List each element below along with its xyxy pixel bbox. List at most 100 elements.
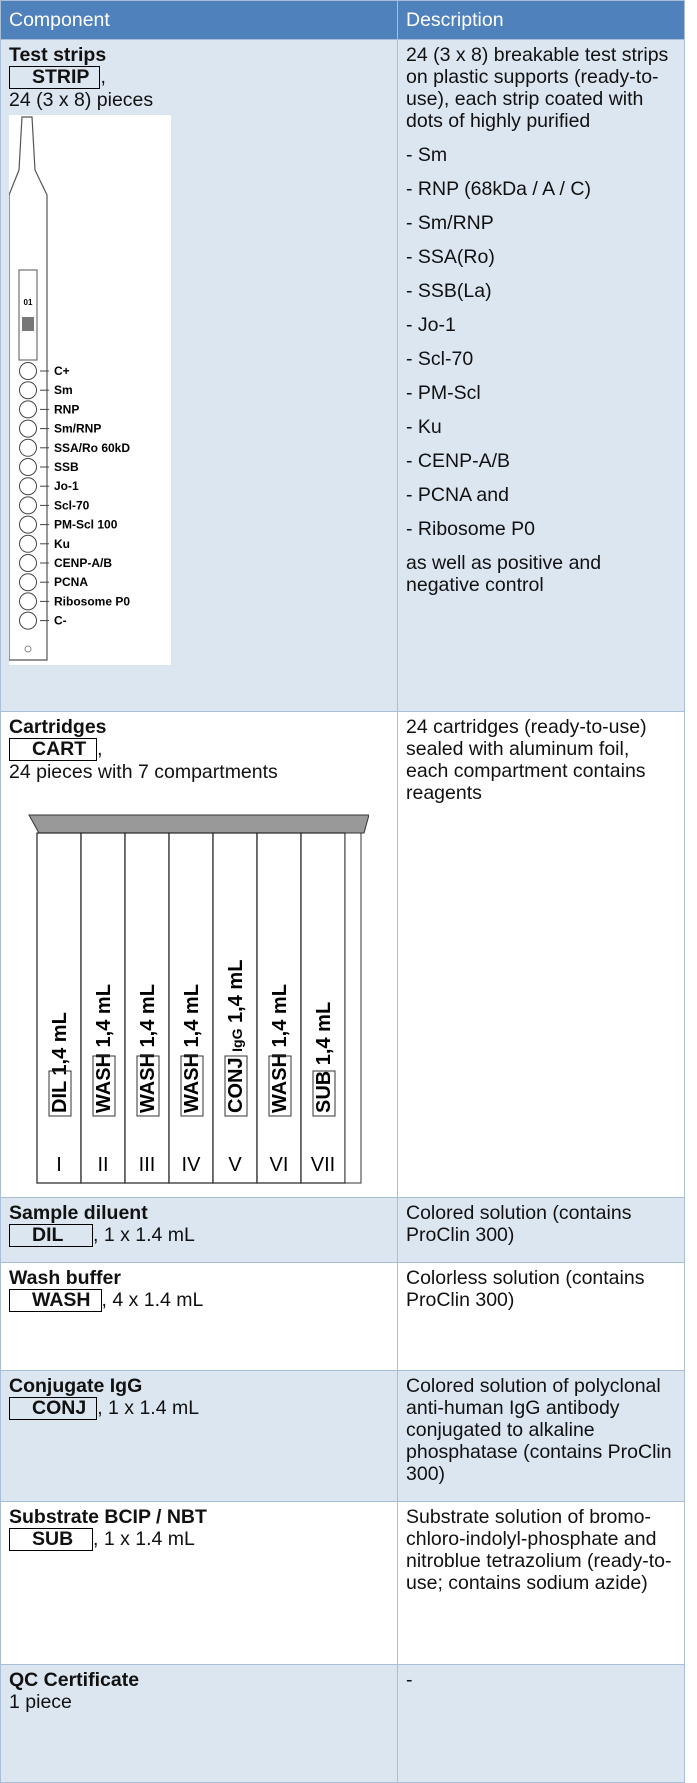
component-title: Test strips xyxy=(9,44,107,66)
dot xyxy=(19,458,37,476)
table-body: Test strips STRIP, 24 (3 x 8) pieces 01 C+ Sm… xyxy=(0,39,685,1783)
code-suffix: , 1 x 1.4 mL xyxy=(97,1397,200,1419)
code-line: DIL, 1 x 1.4 mL xyxy=(9,1224,389,1247)
compartment-volume: 1,4 mL xyxy=(269,984,291,1047)
description-line: Colored solution (contains ProClin 300) xyxy=(406,1202,632,1246)
compartment xyxy=(36,832,82,1184)
dot xyxy=(19,477,37,496)
dot xyxy=(19,554,37,572)
component-title: Cartridges xyxy=(9,716,107,738)
compartment-label: WASH 1,4 mL xyxy=(268,984,292,1117)
label-area xyxy=(18,269,38,361)
description-cell: Colored solution (contains ProClin 300) xyxy=(397,1197,685,1263)
dot-label: Ku xyxy=(54,537,70,551)
table-row: Sample diluent DIL, 1 x 1.4 mL Colored sol… xyxy=(0,1197,685,1263)
compartment xyxy=(300,832,346,1184)
compartment-text: WASH 1,4 mL xyxy=(137,984,159,1113)
description-line: - SSA(Ro) xyxy=(406,246,495,268)
code-box: CART xyxy=(9,738,98,761)
compartment-code-box xyxy=(312,1070,336,1117)
table-row: Conjugate IgG CONJ, 1 x 1.4 mL Colored sol… xyxy=(0,1370,685,1502)
cartridge-figure: DIL 1,4 mL I WASH 1,4 mL II WASH 1,4 mL III WA… xyxy=(28,814,369,1184)
dot-label: PM-Scl 100 xyxy=(54,518,118,532)
compartment-text: WASH 1,4 mL xyxy=(269,984,291,1113)
component-title: Sample diluent xyxy=(9,1202,148,1224)
compartment-text: WASH 1,4 mL xyxy=(93,984,115,1113)
description-line: - RNP (68kDa / A / C) xyxy=(406,178,591,200)
compartment-number: VI xyxy=(270,1154,289,1176)
compartment-volume: 1,4 mL xyxy=(313,1002,335,1065)
component-cell: Cartridges CART, 24 pieces with 7 compartm… xyxy=(0,711,398,1198)
description-line: - Jo-1 xyxy=(406,314,456,336)
code-suffix: , xyxy=(97,738,103,760)
compartment-text: CONJ IgG 1,4 mL xyxy=(225,960,247,1113)
dot xyxy=(19,381,37,400)
description-line: - PM-Scl xyxy=(406,382,481,404)
description-line: Colored solution of polyclonal anti-huma… xyxy=(406,1375,672,1485)
header-cell: Description xyxy=(397,0,685,40)
code-box: CONJ xyxy=(9,1397,98,1420)
description-line: - Sm xyxy=(406,144,448,166)
code-line: SUB, 1 x 1.4 mL xyxy=(9,1528,389,1551)
compartment-code: SUB xyxy=(313,1071,335,1113)
component-cell: Sample diluent DIL, 1 x 1.4 mL xyxy=(0,1197,398,1263)
component-cell: QC Certificate 1 piece xyxy=(0,1664,398,1783)
compartment-code-box xyxy=(136,1055,160,1117)
compartment-code: WASH xyxy=(181,1053,203,1113)
hole xyxy=(24,645,32,653)
compartment-code: WASH xyxy=(137,1053,159,1113)
qr-code xyxy=(22,317,34,331)
description-line: 24 cartridges (ready-to-use) sealed with… xyxy=(406,716,647,804)
dot-label: RNP xyxy=(54,402,79,416)
description-line: - PCNA and xyxy=(406,484,509,506)
compartment-label: WASH 1,4 mL xyxy=(180,984,204,1117)
code-line: CART, xyxy=(9,738,389,761)
code-suffix: , 1 x 1.4 mL xyxy=(93,1224,195,1246)
dot xyxy=(19,592,37,611)
compartment-volume: 1,4 mL xyxy=(93,984,115,1047)
description-cell: 24 cartridges (ready-to-use) sealed with… xyxy=(397,711,685,1198)
dot xyxy=(19,362,37,380)
dot xyxy=(19,438,37,457)
compartment xyxy=(256,832,302,1184)
component-title: Wash buffer xyxy=(9,1267,121,1289)
description-cell: Colorless solution (contains ProClin 300… xyxy=(397,1262,685,1371)
dot xyxy=(19,400,37,419)
compartment-volume: 1,4 mL xyxy=(49,1012,71,1075)
compartment-text: DIL 1,4 mL xyxy=(49,1012,71,1113)
description-cell: - xyxy=(397,1664,685,1783)
header-cell: Component xyxy=(0,0,398,40)
compartment-text: WASH 1,4 mL xyxy=(181,984,203,1113)
compartment-number: I xyxy=(56,1154,62,1176)
quantity: 24 (3 x 8) pieces xyxy=(9,89,154,111)
compartment-label: SUB 1,4 mL xyxy=(312,1002,336,1117)
dot xyxy=(19,534,37,553)
component-title: QC Certificate xyxy=(9,1669,140,1691)
compartment xyxy=(168,832,214,1184)
code-line: WASH, 4 x 1.4 mL xyxy=(9,1289,389,1312)
compartment-number: III xyxy=(139,1154,156,1176)
description-line: - Scl-70 xyxy=(406,348,474,370)
description-line: - Sm/RNP xyxy=(406,212,494,234)
strip-figure: 01 C+ Sm RNP Sm/RNP SSA/Ro 60kD SSB Jo-1 Scl-70 P… xyxy=(9,115,171,665)
code-box: WASH xyxy=(9,1289,102,1312)
dot xyxy=(19,496,37,515)
compartment-code-box xyxy=(268,1055,292,1117)
table-row: QC Certificate 1 piece - xyxy=(0,1664,685,1783)
compartment-code-box xyxy=(224,1055,248,1117)
dot-label: SSA/Ro 60kD xyxy=(54,441,130,455)
description-line: - Ribosome P0 xyxy=(406,518,535,540)
dot-label: PCNA xyxy=(54,575,88,589)
description-line: 24 (3 x 8) breakable test strips on plas… xyxy=(406,44,669,132)
compartment-extra: IgG xyxy=(229,1028,245,1051)
description-line: - SSB(La) xyxy=(406,280,492,302)
lot-number: 01 xyxy=(24,298,33,307)
compartment xyxy=(212,832,258,1184)
code-box: DIL xyxy=(9,1224,93,1247)
cartridge-lid xyxy=(28,814,369,834)
compartment-number: V xyxy=(228,1154,242,1176)
component-cell: Conjugate IgG CONJ, 1 x 1.4 mL xyxy=(0,1370,398,1502)
quantity: 24 pieces with 7 compartments xyxy=(9,761,278,783)
compartment-code: CONJ xyxy=(225,1057,247,1113)
